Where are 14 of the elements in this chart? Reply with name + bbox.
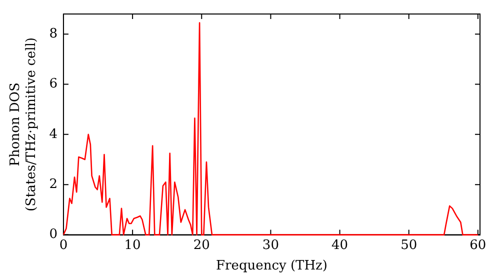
x-tick-label: 30 bbox=[262, 238, 279, 253]
x-axis-title: Frequency (THz) bbox=[216, 258, 328, 274]
x-tick-label: 20 bbox=[193, 238, 210, 253]
x-tick-label: 60 bbox=[470, 238, 486, 253]
x-tick-label: 40 bbox=[332, 238, 348, 253]
y-tick-label: 8 bbox=[49, 26, 58, 42]
x-tick-label: 0 bbox=[59, 238, 68, 253]
y-tick-label: 6 bbox=[49, 76, 58, 92]
y-tick-label: 2 bbox=[49, 176, 58, 192]
x-tick-label: 50 bbox=[400, 238, 418, 253]
y-tick-label: 4 bbox=[49, 126, 58, 142]
y-tick-label: 0 bbox=[49, 227, 58, 242]
x-tick-label: 10 bbox=[124, 238, 141, 253]
y-axis-title: Phonon DOS (States/THz·primitive cell) bbox=[8, 37, 39, 212]
